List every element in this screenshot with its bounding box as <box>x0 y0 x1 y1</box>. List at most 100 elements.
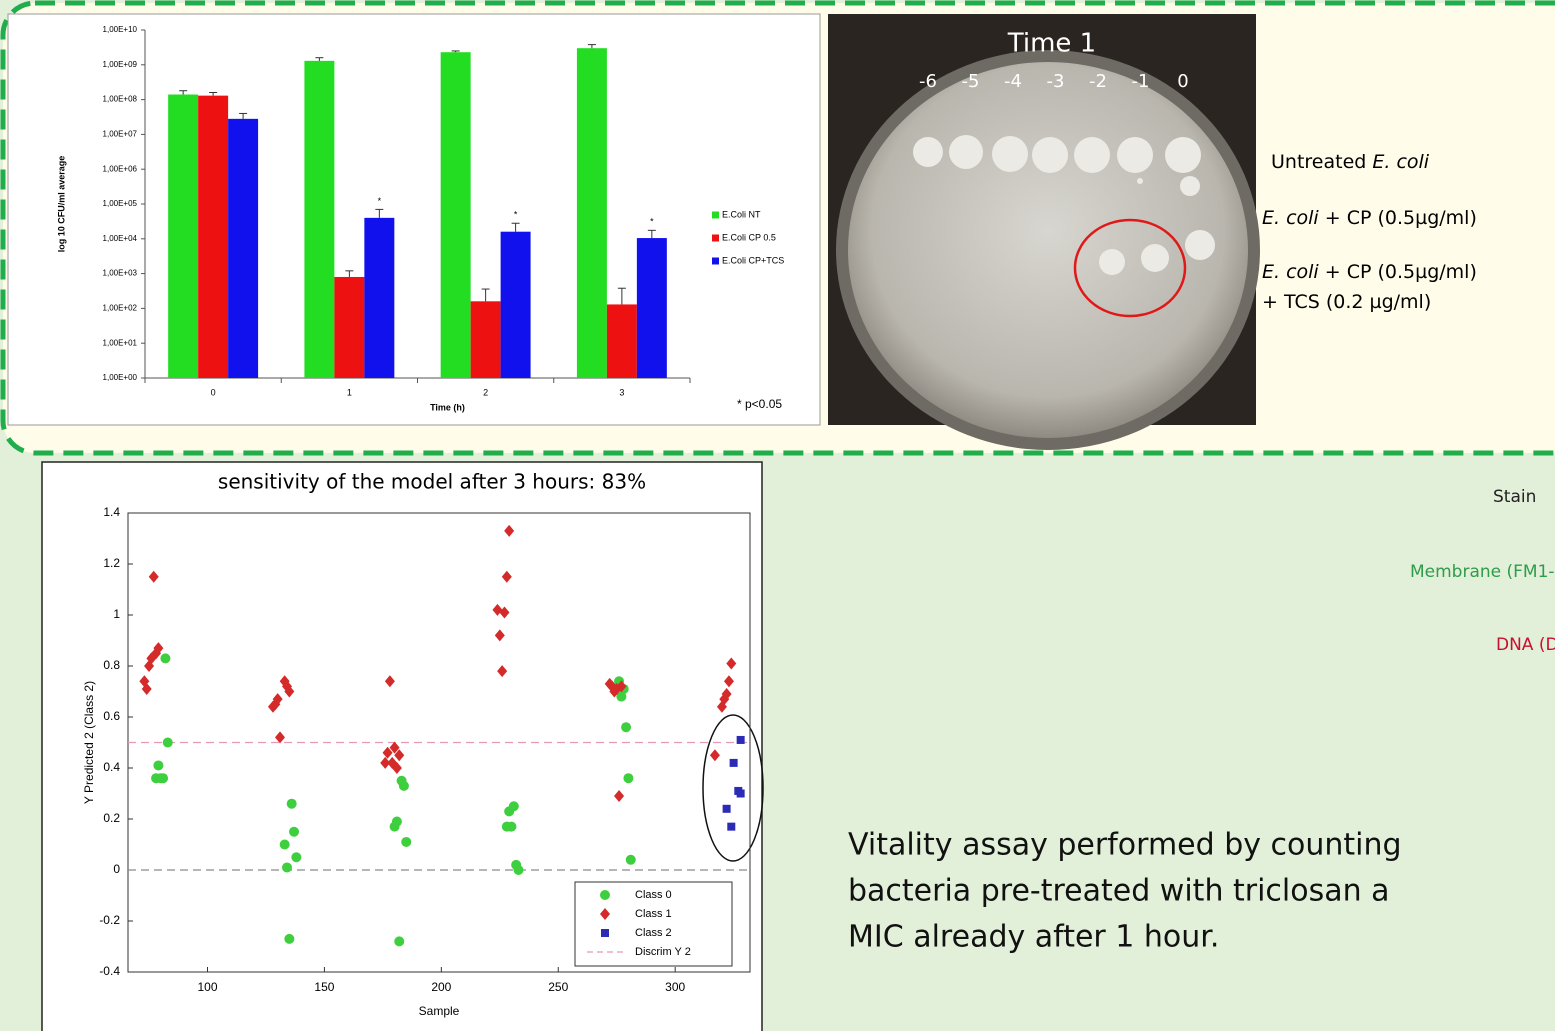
significance-mark: * <box>650 217 654 227</box>
point <box>736 789 745 798</box>
legend-label: Discrim Y 2 <box>635 946 691 958</box>
point <box>162 737 173 748</box>
x-tick-label: 200 <box>431 980 451 994</box>
y-tick-label: 1,00E+07 <box>103 130 138 139</box>
point <box>501 570 512 583</box>
point <box>722 804 731 813</box>
point <box>736 735 745 744</box>
bar <box>500 231 531 378</box>
y-tick-label: 1,00E+00 <box>103 373 138 382</box>
legend-swatch <box>712 257 719 265</box>
point <box>504 524 515 537</box>
bar <box>364 217 395 378</box>
point <box>614 790 625 803</box>
y-tick-label: -0.4 <box>99 964 120 978</box>
y-tick-label: 1.2 <box>103 556 120 570</box>
point <box>274 731 285 744</box>
point <box>284 685 295 698</box>
y-tick-label: 0.2 <box>103 811 120 825</box>
y-axis-label: Y Predicted 2 (Class 2) <box>82 681 96 804</box>
point <box>616 691 627 702</box>
legend-label: Class 0 <box>635 889 672 901</box>
point <box>494 629 505 642</box>
label-species: E. coli <box>1262 207 1319 229</box>
bar <box>304 60 335 378</box>
x-tick-label: 100 <box>197 980 217 994</box>
colony <box>1185 230 1215 260</box>
legend-label: Class 2 <box>635 927 672 939</box>
point <box>141 682 152 695</box>
point <box>389 741 400 754</box>
x-tick-label: 300 <box>665 980 685 994</box>
label-species: E. coli <box>1372 151 1429 173</box>
y-tick-label: 1,00E+04 <box>103 234 138 243</box>
bar <box>198 95 229 379</box>
significance-mark: * <box>514 210 518 220</box>
highlight-ellipse <box>702 714 764 862</box>
conclusion-line: bacteria pre-treated with triclosan a <box>848 874 1390 909</box>
point <box>621 722 632 733</box>
label-text: + CP (0.5µg/ml) <box>1319 207 1477 229</box>
y-axis-label: log 10 CFU/ml average <box>56 156 66 253</box>
legend-marker <box>600 890 610 900</box>
colony <box>1117 137 1153 173</box>
x-tick-label: 3 <box>619 387 624 397</box>
y-tick-label: 1,00E+03 <box>103 269 138 278</box>
dilution-label: 0 <box>1177 71 1188 92</box>
point <box>279 839 290 850</box>
y-tick-label: 1,00E+06 <box>103 164 138 173</box>
point <box>401 836 412 847</box>
point <box>158 773 169 784</box>
point <box>380 756 391 769</box>
point <box>726 657 737 670</box>
dilution-label: -4 <box>1004 71 1022 92</box>
y-tick-label: 1,00E+01 <box>103 338 138 347</box>
label-text: + CP (0.5µg/ml) <box>1319 261 1477 283</box>
colony <box>913 137 943 167</box>
significance-mark: * <box>378 196 382 206</box>
colony <box>1180 176 1200 196</box>
dilution-label: -1 <box>1132 71 1150 92</box>
conclusion-line: Vitality assay performed by counting <box>848 828 1402 863</box>
bar <box>228 118 259 378</box>
legend-label: E.Coli CP+TCS <box>722 255 784 265</box>
point <box>721 688 732 701</box>
x-axis-label: Sample <box>419 1004 460 1018</box>
y-tick-label: 1,00E+08 <box>103 95 138 104</box>
x-tick-label: 150 <box>314 980 334 994</box>
point <box>153 760 164 771</box>
point <box>394 749 405 762</box>
y-tick-label: 0.4 <box>103 760 120 774</box>
chart-title: sensitivity of the model after 3 hours: … <box>218 470 646 494</box>
x-tick-label: 2 <box>483 387 488 397</box>
point <box>291 852 302 863</box>
point <box>513 865 524 875</box>
legend-swatch <box>712 234 719 242</box>
colony <box>992 136 1028 172</box>
point <box>497 665 508 678</box>
point <box>394 936 405 947</box>
plate-label: E. coli + CP (0.5µg/ml) <box>1262 261 1477 283</box>
point <box>625 854 636 865</box>
legend-label: Class 1 <box>635 908 672 920</box>
y-tick-label: 0 <box>113 862 120 876</box>
point <box>723 675 734 688</box>
colony <box>1099 249 1125 275</box>
point <box>384 675 395 688</box>
point <box>286 798 297 809</box>
y-tick-label: -0.2 <box>99 913 120 927</box>
legend-swatch <box>712 211 719 219</box>
point <box>391 816 402 827</box>
bar <box>576 48 607 379</box>
point <box>382 746 393 759</box>
dilution-label: -5 <box>962 71 980 92</box>
plate-photo: Time 1 <box>828 14 1260 450</box>
bar <box>334 276 365 378</box>
conclusion-line: MIC already after 1 hour. <box>848 920 1219 955</box>
plate-title: Time 1 <box>1007 29 1096 59</box>
colonies <box>913 135 1215 275</box>
bar <box>168 94 199 379</box>
point <box>289 826 300 837</box>
y-tick-label: 1,00E+10 <box>103 25 138 34</box>
